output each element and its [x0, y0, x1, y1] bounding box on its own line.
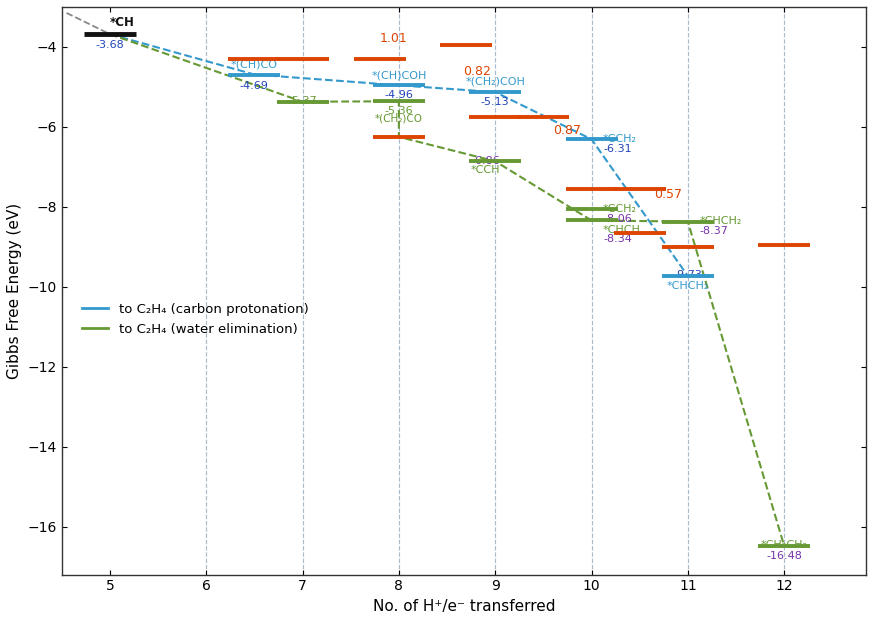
Legend: to C₂H₄ (carbon protonation), to C₂H₄ (water elimination): to C₂H₄ (carbon protonation), to C₂H₄ (w… [76, 298, 313, 341]
Text: 0.87: 0.87 [553, 124, 581, 137]
Text: -3.68: -3.68 [95, 40, 124, 50]
Text: -5.13: -5.13 [481, 97, 510, 107]
Text: *CHCH₂: *CHCH₂ [667, 281, 709, 291]
Y-axis label: Gibbs Free Energy (eV): Gibbs Free Energy (eV) [7, 202, 22, 379]
Text: -9.73: -9.73 [673, 270, 702, 280]
Text: -4.96: -4.96 [384, 91, 413, 101]
Text: *CH: *CH [110, 16, 134, 29]
Text: -8.06: -8.06 [603, 214, 632, 224]
Text: *CCH: *CCH [471, 165, 500, 175]
Text: -5.36: -5.36 [385, 106, 413, 116]
Text: -8.34: -8.34 [603, 234, 632, 244]
Text: *CCH₂: *CCH₂ [603, 204, 637, 214]
Text: *CHCH₂: *CHCH₂ [699, 215, 742, 225]
Text: *(CH₂)COH: *(CH₂)COH [465, 77, 526, 87]
Text: *(CH)CO: *(CH)CO [230, 60, 278, 70]
Text: *(CH)COH: *(CH)COH [371, 70, 427, 80]
Text: *CHCH: *CHCH [603, 225, 641, 235]
Text: 1.01: 1.01 [380, 32, 408, 45]
Text: -16.48: -16.48 [766, 551, 802, 561]
Text: -6.86: -6.86 [471, 156, 500, 166]
Text: *(CH₂)CO: *(CH₂)CO [375, 113, 423, 124]
Text: -4.69: -4.69 [240, 81, 269, 91]
Text: *CCH₂: *CCH₂ [603, 134, 637, 143]
Text: -8.37: -8.37 [699, 226, 728, 236]
Text: -6.31: -6.31 [603, 145, 632, 155]
Text: 0.57: 0.57 [654, 188, 682, 201]
Text: 0.82: 0.82 [464, 65, 491, 78]
X-axis label: No. of H⁺/e⁻ transferred: No. of H⁺/e⁻ transferred [373, 599, 555, 614]
Text: *CH₃CH₂: *CH₃CH₂ [760, 540, 808, 550]
Text: -5.37: -5.37 [288, 96, 317, 106]
